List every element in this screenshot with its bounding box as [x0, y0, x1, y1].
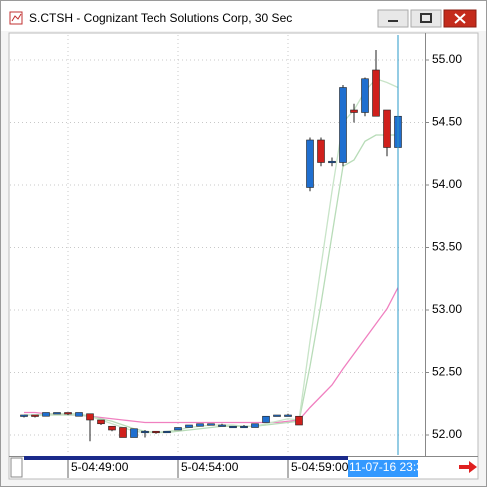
candle-body — [119, 427, 127, 438]
y-tick-label: 55.00 — [432, 52, 462, 66]
candle-body — [317, 139, 325, 163]
candle-body — [53, 412, 61, 415]
cursor-label-bg — [348, 460, 418, 477]
candle-body — [218, 424, 226, 427]
y-tick-label: 52.50 — [432, 365, 462, 379]
candle-body — [273, 414, 281, 417]
y-tick-label: 53.00 — [432, 302, 462, 316]
candle-body — [251, 423, 259, 428]
x-tick-label: 5-04:59:00 — [291, 460, 349, 474]
candle-body — [130, 428, 138, 438]
candle-body — [152, 430, 160, 434]
y-tick-label: 54.50 — [432, 115, 462, 129]
chart-area — [8, 32, 479, 480]
candle-body — [141, 430, 149, 434]
candle-body — [229, 425, 237, 429]
candle-body — [207, 423, 215, 426]
candle-body — [75, 412, 83, 417]
y-tick-label: 53.50 — [432, 240, 462, 254]
minimize-button[interactable] — [377, 9, 409, 28]
app-icon-glyph — [11, 13, 22, 22]
candle-body — [240, 425, 248, 429]
candle-body — [339, 87, 347, 163]
y-tick-label: 52.00 — [432, 427, 462, 441]
y-tick-label: 54.00 — [432, 177, 462, 191]
candle-body — [328, 160, 336, 164]
candle-body — [185, 424, 193, 428]
candle-body — [31, 414, 39, 417]
scroll-bar[interactable] — [24, 456, 348, 460]
candle-body — [108, 425, 116, 431]
candle-body — [383, 109, 391, 148]
candle-body — [284, 414, 292, 417]
cursor-label: 11-07-16 23:34:00 — [349, 460, 447, 474]
candle-body — [372, 69, 380, 117]
candle-body — [174, 427, 182, 431]
window-title: S.CTSH - Cognizant Tech Solutions Corp, … — [29, 11, 292, 25]
candle-body — [306, 139, 314, 188]
candle-body — [295, 415, 303, 426]
maximize-button[interactable] — [410, 9, 442, 28]
maximize-glyph — [420, 13, 432, 23]
candle-body — [42, 412, 50, 417]
candle-body — [196, 423, 204, 427]
candle-body — [97, 419, 105, 425]
candle-body — [350, 109, 358, 113]
candle-body — [262, 415, 270, 423]
candle-body — [20, 414, 28, 417]
candle-body — [64, 412, 72, 415]
x-tick-label: 5-04:54:00 — [181, 460, 239, 474]
close-glyph — [454, 13, 466, 24]
candle-body — [86, 413, 94, 421]
candle-body — [163, 430, 171, 434]
scroll-right-arrow[interactable] — [459, 461, 477, 473]
app-icon — [9, 11, 23, 25]
candle-body — [361, 78, 369, 113]
scroll-thumb[interactable] — [10, 457, 23, 478]
x-tick-label: 5-04:49:00 — [71, 460, 129, 474]
